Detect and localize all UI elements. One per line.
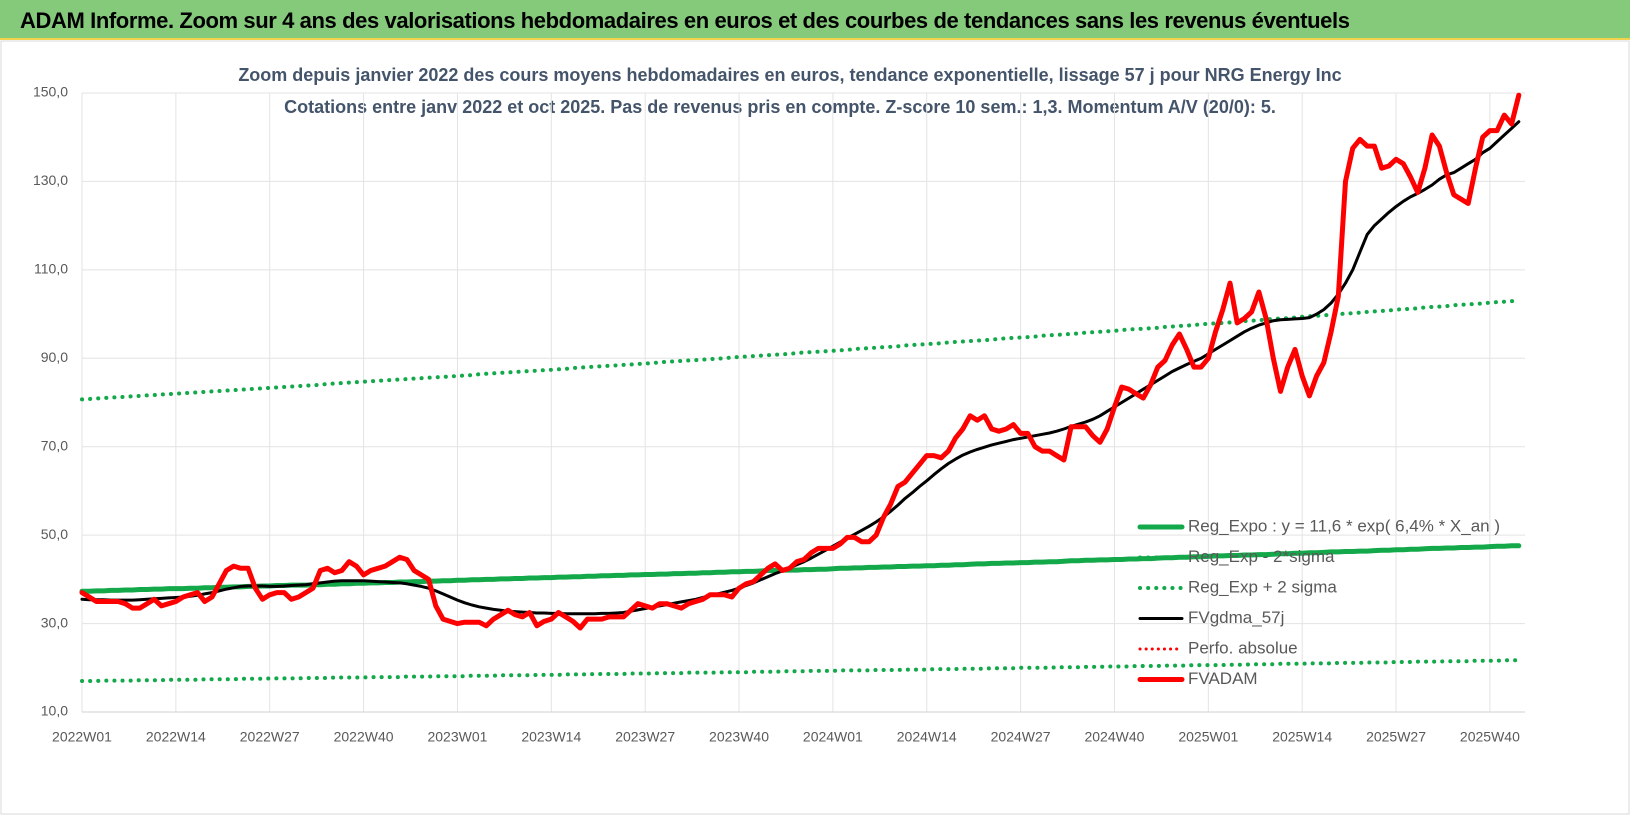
x-tick-label: 2025W40: [1460, 729, 1520, 745]
x-tick-label: 2025W27: [1366, 729, 1426, 745]
x-tick-label: 2022W27: [240, 729, 300, 745]
y-tick-label: 70,0: [41, 437, 68, 453]
x-tick-label: 2023W01: [427, 729, 487, 745]
series-line: [79, 92, 1522, 631]
chart-subtitle: Cotations entre janv 2022 et oct 2025. P…: [284, 97, 1276, 117]
legend-label: FVADAM: [1188, 669, 1258, 688]
legend-label: Perfo. absolue: [1188, 638, 1298, 657]
legend-label: Reg_Exp - 2*sigma: [1188, 547, 1335, 566]
x-tick-label: 2023W14: [521, 729, 581, 745]
chart: Zoom depuis janvier 2022 des cours moyen…: [0, 40, 1630, 815]
y-tick-label: 150,0: [33, 84, 68, 100]
y-tick-label: 90,0: [41, 349, 68, 365]
x-tick-label: 2025W14: [1272, 729, 1332, 745]
legend-label: FVgdma_57j: [1188, 608, 1284, 627]
x-tick-label: 2024W01: [803, 729, 863, 745]
x-tick-label: 2024W27: [991, 729, 1051, 745]
x-tick-label: 2024W40: [1084, 729, 1144, 745]
x-tick-label: 2022W40: [334, 729, 394, 745]
y-tick-label: 110,0: [34, 261, 68, 277]
x-tick-label: 2023W27: [615, 729, 675, 745]
chart-title: Zoom depuis janvier 2022 des cours moyen…: [238, 65, 1341, 85]
y-tick-label: 50,0: [41, 526, 68, 542]
series-line: [80, 120, 1521, 616]
x-tick-label: 2022W14: [146, 729, 206, 745]
x-tick-label: 2024W14: [897, 729, 957, 745]
x-tick-label: 2023W40: [709, 729, 769, 745]
header-banner: ADAM Informe. Zoom sur 4 ans des valoris…: [0, 0, 1630, 40]
legend-label: Reg_Expo : y = 11,6 * exp( 6,4% * X_an ): [1188, 516, 1500, 535]
x-tick-label: 2022W01: [52, 729, 112, 745]
y-tick-label: 130,0: [33, 172, 68, 188]
header-title: ADAM Informe. Zoom sur 4 ans des valoris…: [20, 8, 1350, 33]
series-line: [80, 658, 1521, 683]
y-tick-label: 30,0: [41, 614, 68, 630]
chart-frame: [0, 40, 1630, 815]
series-line: [79, 543, 1522, 594]
y-tick-label: 10,0: [41, 703, 68, 719]
legend-label: Reg_Exp + 2 sigma: [1188, 577, 1337, 596]
x-tick-label: 2025W01: [1178, 729, 1238, 745]
